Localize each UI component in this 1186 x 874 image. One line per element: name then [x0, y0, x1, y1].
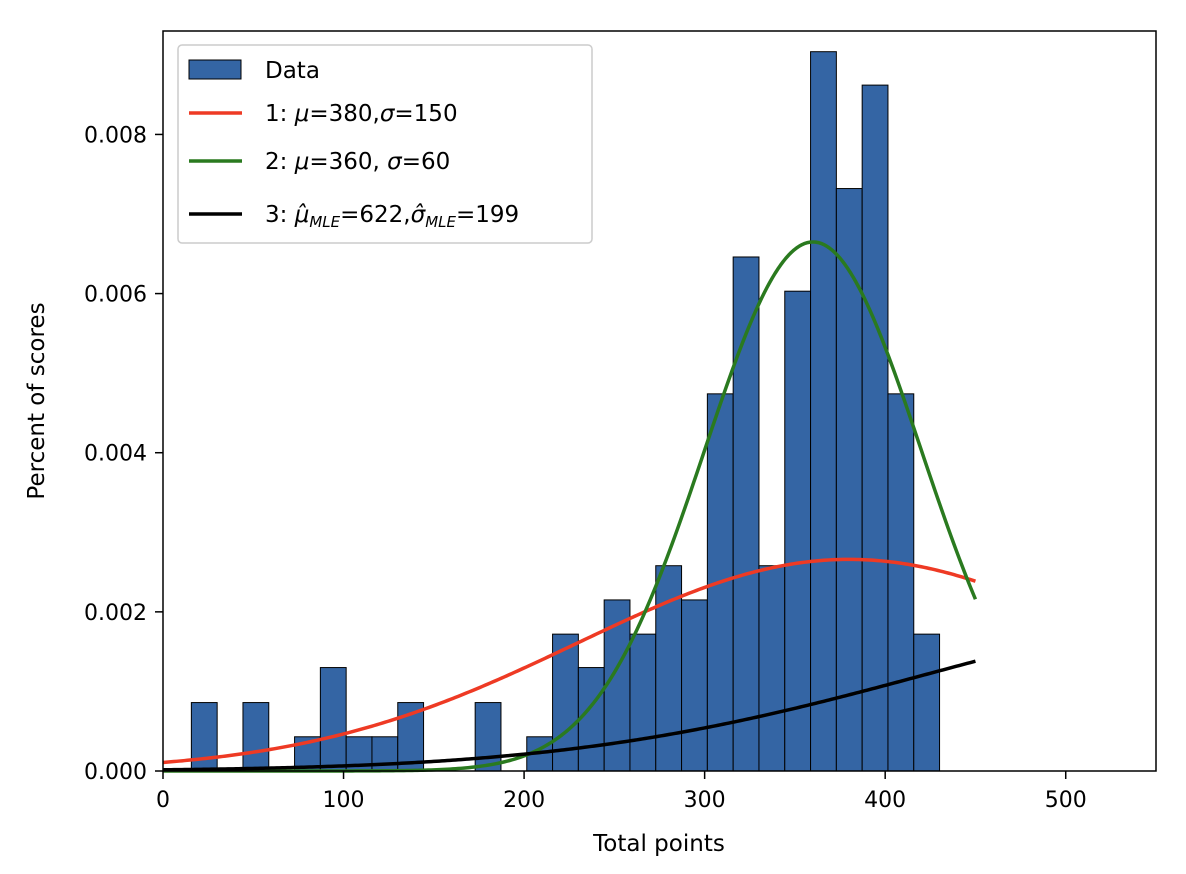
histogram-bar [319, 667, 347, 772]
legend-label-series-1: 1: μ=380,σ=150 [265, 101, 458, 127]
x-axis-label: Total points [592, 831, 725, 857]
histogram-bar [758, 565, 786, 772]
x-tick-label: 0 [156, 788, 170, 813]
histogram-bar [577, 667, 605, 772]
histogram-bar [242, 702, 270, 772]
x-tick-label: 200 [503, 788, 545, 813]
x-tick-label: 300 [684, 788, 726, 813]
histogram-bar [784, 290, 812, 772]
pdf-curve-series-1 [162, 557, 976, 765]
y-tick-label: 0.008 [84, 123, 147, 148]
legend-label-series-2: 2: μ=360, σ=60 [265, 149, 450, 175]
histogram-bar [887, 393, 915, 772]
y-axis-ticks: 0.000 0.002 0.004 0.006 0.008 [84, 123, 163, 785]
histogram-bar [629, 633, 657, 772]
legend-label-series-3: 3: μ̂MLE=622,σ̂MLE=199 [265, 202, 519, 231]
histogram-bar [835, 188, 863, 772]
histogram-bar [913, 633, 941, 772]
y-axis-label: Percent of scores [24, 302, 50, 499]
x-tick-label: 400 [864, 788, 906, 813]
x-tick-label: 100 [323, 788, 365, 813]
y-tick-label: 0.002 [84, 601, 147, 626]
x-axis-ticks: 0 100 200 300 400 500 [156, 771, 1087, 813]
histogram-bar [861, 84, 889, 772]
histogram-bar [681, 599, 708, 772]
legend-swatch-data [188, 59, 242, 80]
legend-label-data: Data [265, 58, 320, 84]
y-tick-label: 0.006 [84, 283, 147, 308]
histogram-bar [474, 702, 502, 772]
y-tick-label: 0.004 [84, 442, 147, 467]
legend-box [177, 44, 593, 244]
legend: Data 1: μ=380,σ=150 2: μ=360, σ=60 3: μ̂… [177, 44, 593, 244]
x-tick-label: 500 [1045, 788, 1087, 813]
pdf-curve-series-3 [162, 659, 976, 772]
y-tick-label: 0.000 [84, 760, 147, 785]
plot-frame [162, 30, 1157, 772]
histogram-bar [810, 51, 837, 772]
histogram-bar [732, 256, 760, 772]
